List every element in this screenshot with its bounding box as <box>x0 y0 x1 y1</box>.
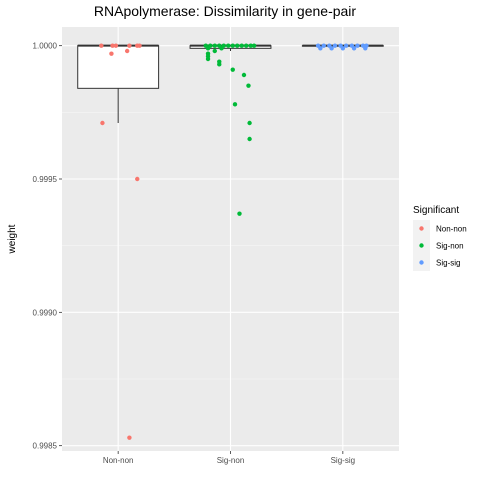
y-tick-label: 0.9990 <box>33 308 58 317</box>
x-tick-label: Sig-sig <box>331 456 355 465</box>
data-point <box>230 67 235 72</box>
data-point <box>247 136 252 142</box>
data-point <box>212 48 217 54</box>
chart-title: RNApolymerase: Dissimilarity in gene-pai… <box>94 3 357 19</box>
data-point <box>135 176 140 182</box>
data-point <box>205 56 211 62</box>
data-point <box>219 46 224 51</box>
data-point <box>363 46 368 51</box>
y-tick-label: 0.9985 <box>33 442 58 451</box>
data-point <box>332 43 338 48</box>
box-iqr <box>77 45 160 89</box>
data-point <box>237 211 242 216</box>
data-point <box>329 46 334 51</box>
data-point <box>247 120 252 126</box>
data-point <box>344 43 349 48</box>
data-point <box>110 43 115 48</box>
data-point <box>241 72 247 78</box>
data-point <box>217 62 222 67</box>
data-point <box>235 43 240 48</box>
data-point <box>246 83 251 88</box>
legend-marker <box>419 226 424 231</box>
legend-label: Non-non <box>436 225 467 234</box>
data-point <box>244 43 249 48</box>
data-point <box>232 102 238 107</box>
data-point <box>109 51 114 56</box>
legend-title: Significant <box>413 205 459 216</box>
data-point <box>318 46 323 51</box>
legend-label: Sig-sig <box>436 259 460 268</box>
data-point <box>351 46 357 51</box>
data-point <box>205 46 211 51</box>
y-tick-label: 0.9995 <box>33 175 58 184</box>
data-point <box>340 46 346 51</box>
data-point <box>212 43 217 48</box>
data-point <box>100 120 105 126</box>
data-point <box>239 43 244 48</box>
data-point <box>355 43 360 48</box>
legend: Significant Non-non Sig-non Sig-sig <box>413 205 467 271</box>
legend-marker <box>419 243 424 248</box>
x-axis: Non-non Sig-non Sig-sig <box>103 451 355 465</box>
points-layer <box>99 43 369 440</box>
y-axis: 0.9985 0.9990 0.9995 1.0000 <box>33 42 62 451</box>
data-point <box>127 43 132 48</box>
y-tick-label: 1.0000 <box>33 42 58 51</box>
data-point <box>226 43 231 48</box>
data-point <box>99 43 104 48</box>
data-point <box>124 48 130 54</box>
data-point <box>230 43 235 48</box>
data-point <box>113 43 119 48</box>
legend-marker <box>419 260 424 265</box>
legend-label: Sig-non <box>436 242 464 251</box>
x-tick-label: Sig-non <box>217 456 245 465</box>
x-tick-label: Non-non <box>103 456 134 465</box>
y-axis-title: weight <box>7 224 18 254</box>
data-point <box>137 43 142 48</box>
data-point <box>321 43 326 48</box>
data-point <box>248 43 253 48</box>
data-point <box>251 43 257 48</box>
data-point <box>127 435 132 440</box>
